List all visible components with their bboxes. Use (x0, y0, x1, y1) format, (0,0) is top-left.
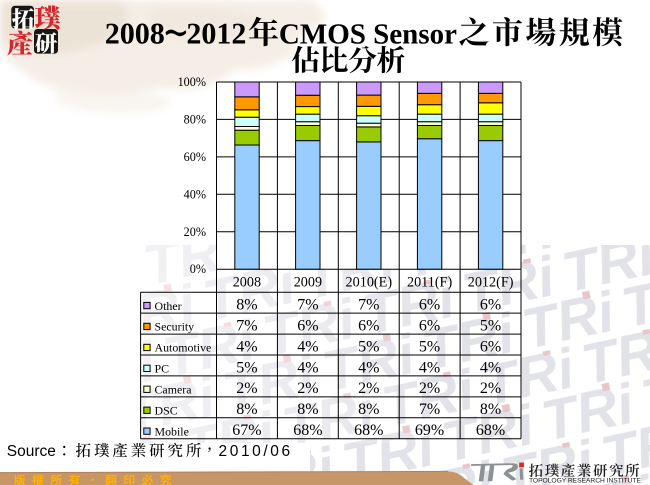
svg-text:7%: 7% (297, 297, 318, 314)
svg-text:8%: 8% (236, 297, 257, 314)
svg-text:40%: 40% (184, 187, 206, 201)
svg-text:Security: Security (155, 320, 195, 334)
svg-text:6%: 6% (419, 297, 440, 314)
svg-text:8%: 8% (358, 401, 379, 418)
svg-text:7%: 7% (419, 401, 440, 418)
svg-text:69%: 69% (415, 422, 444, 439)
svg-text:68%: 68% (476, 422, 505, 439)
svg-text:6%: 6% (358, 317, 379, 334)
svg-text:2%: 2% (480, 380, 501, 397)
svg-text:8%: 8% (480, 401, 501, 418)
svg-text:Other: Other (155, 299, 182, 313)
svg-text:2%: 2% (297, 380, 318, 397)
svg-text:2%: 2% (358, 380, 379, 397)
svg-text:80%: 80% (184, 112, 206, 126)
svg-text:6%: 6% (480, 297, 501, 314)
svg-text:6%: 6% (419, 317, 440, 334)
svg-text:68%: 68% (293, 422, 322, 439)
svg-text:Source: Source (7, 443, 56, 460)
svg-text:2008: 2008 (233, 274, 261, 290)
svg-text:2%: 2% (236, 380, 257, 397)
svg-text:20%: 20% (184, 225, 206, 239)
svg-text:Mobile: Mobile (155, 424, 189, 438)
svg-text:2009: 2009 (294, 274, 322, 290)
svg-text:2010/06: 2010/06 (219, 443, 293, 460)
svg-text:7%: 7% (236, 317, 257, 334)
svg-text:4%: 4% (297, 359, 318, 376)
svg-text:5%: 5% (419, 338, 440, 355)
svg-text:PC: PC (155, 362, 170, 376)
svg-text:8%: 8% (297, 401, 318, 418)
svg-text:2011(F): 2011(F) (407, 274, 452, 290)
svg-text:4%: 4% (236, 338, 257, 355)
svg-text:6%: 6% (297, 317, 318, 334)
svg-text:5%: 5% (480, 317, 501, 334)
svg-text:Automotive: Automotive (155, 341, 212, 355)
svg-text:8%: 8% (236, 401, 257, 418)
svg-text:Camera: Camera (155, 383, 193, 397)
svg-text:4%: 4% (297, 338, 318, 355)
svg-text:68%: 68% (354, 422, 383, 439)
svg-text:60%: 60% (184, 150, 206, 164)
svg-text:4%: 4% (358, 359, 379, 376)
svg-text:4%: 4% (419, 359, 440, 376)
svg-text:DSC: DSC (155, 404, 178, 418)
svg-text:100%: 100% (178, 75, 206, 89)
svg-text:5%: 5% (236, 359, 257, 376)
svg-text:0%: 0% (190, 262, 206, 276)
svg-text:67%: 67% (232, 422, 261, 439)
svg-text:2010(E): 2010(E) (346, 274, 393, 290)
svg-text:TOPOLOGY RESEARCH INSTITUTE: TOPOLOGY RESEARCH INSTITUTE (529, 477, 642, 484)
svg-text:5%: 5% (358, 338, 379, 355)
svg-text:7%: 7% (358, 297, 379, 314)
svg-text:4%: 4% (480, 359, 501, 376)
svg-text:2%: 2% (419, 380, 440, 397)
svg-text:2012(F): 2012(F) (468, 274, 514, 290)
svg-text:6%: 6% (480, 338, 501, 355)
